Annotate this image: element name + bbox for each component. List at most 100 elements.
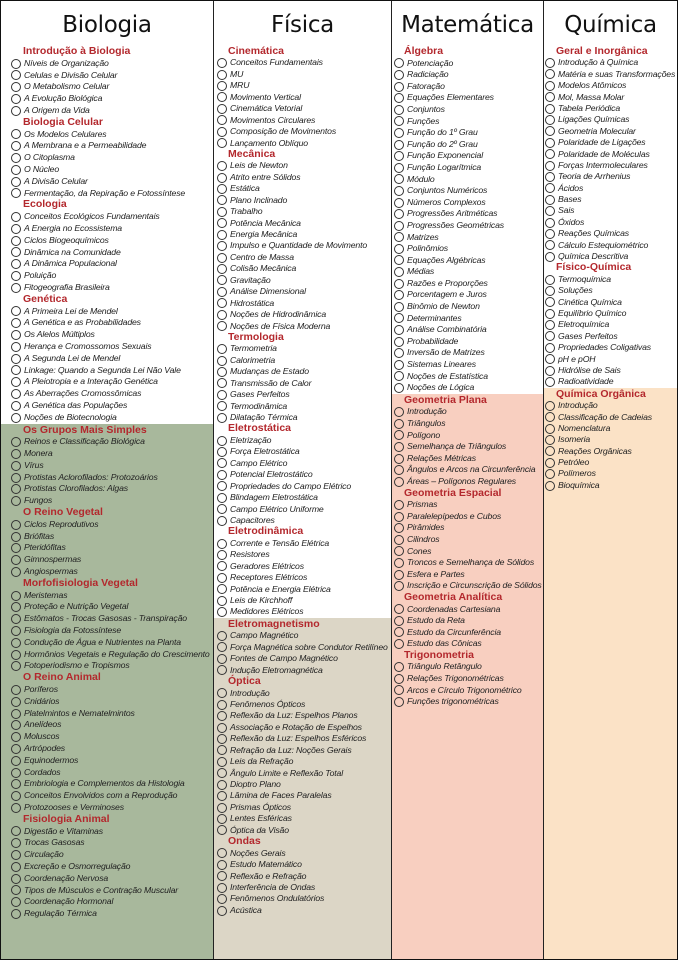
checklist-item[interactable]: Radiciação	[392, 69, 543, 81]
circle-checkbox-icon[interactable]	[11, 129, 21, 140]
circle-checkbox-icon[interactable]	[217, 321, 227, 332]
circle-checkbox-icon[interactable]	[217, 905, 227, 916]
circle-checkbox-icon[interactable]	[545, 103, 555, 114]
checklist-item[interactable]: Campo Magnético	[214, 630, 391, 642]
circle-checkbox-icon[interactable]	[217, 286, 227, 297]
circle-checkbox-icon[interactable]	[545, 92, 555, 103]
circle-checkbox-icon[interactable]	[11, 732, 21, 743]
circle-checkbox-icon[interactable]	[217, 733, 227, 744]
checklist-item[interactable]: Médias	[392, 266, 543, 278]
circle-checkbox-icon[interactable]	[11, 164, 21, 175]
circle-checkbox-icon[interactable]	[217, 115, 227, 126]
checklist-item[interactable]: Digestão e Vitaminas	[1, 826, 213, 838]
circle-checkbox-icon[interactable]	[217, 504, 227, 515]
circle-checkbox-icon[interactable]	[11, 555, 21, 566]
checklist-item[interactable]: Arcos e Círculo Trigonométrico	[392, 685, 543, 697]
checklist-item[interactable]: A Pleiotropia e a Interação Genética	[1, 376, 213, 388]
circle-checkbox-icon[interactable]	[11, 708, 21, 719]
checklist-item[interactable]: Vírus	[1, 460, 213, 472]
circle-checkbox-icon[interactable]	[11, 235, 21, 246]
checklist-item[interactable]: Lâmina de Faces Paralelas	[214, 790, 391, 802]
circle-checkbox-icon[interactable]	[545, 183, 555, 194]
checklist-item[interactable]: Ácidos	[544, 183, 677, 194]
checklist-item[interactable]: A Genética e as Probabilidades	[1, 317, 213, 329]
circle-checkbox-icon[interactable]	[11, 105, 21, 116]
circle-checkbox-icon[interactable]	[217, 791, 227, 802]
circle-checkbox-icon[interactable]	[545, 228, 555, 239]
checklist-item[interactable]: Potência e Energia Elétrica	[214, 584, 391, 595]
checklist-item[interactable]: Determinantes	[392, 313, 543, 325]
circle-checkbox-icon[interactable]	[394, 267, 404, 278]
checklist-item[interactable]: Poluição	[1, 270, 213, 282]
checklist-item[interactable]: Equações Algébricas	[392, 255, 543, 267]
checklist-item[interactable]: Campo Elétrico	[214, 458, 391, 469]
circle-checkbox-icon[interactable]	[217, 435, 227, 446]
circle-checkbox-icon[interactable]	[217, 894, 227, 905]
checklist-item[interactable]: Reações Químicas	[544, 228, 677, 239]
checklist-item[interactable]: Termometria	[214, 343, 391, 355]
circle-checkbox-icon[interactable]	[394, 499, 404, 510]
checklist-item[interactable]: Força Eletrostática	[214, 446, 391, 458]
circle-checkbox-icon[interactable]	[11, 637, 21, 648]
checklist-item[interactable]: Hidrostática	[214, 298, 391, 309]
checklist-item[interactable]: Noções de Biotecnologia	[1, 412, 213, 424]
checklist-item[interactable]: Resistores	[214, 549, 391, 560]
checklist-item[interactable]: Análise Combinatória	[392, 324, 543, 336]
circle-checkbox-icon[interactable]	[394, 627, 404, 638]
checklist-item[interactable]: Noções de Lógica	[392, 382, 543, 394]
circle-checkbox-icon[interactable]	[217, 69, 227, 80]
circle-checkbox-icon[interactable]	[545, 194, 555, 205]
checklist-item[interactable]: Estudo da Reta	[392, 615, 543, 627]
checklist-item[interactable]: Óxidos	[544, 217, 677, 228]
circle-checkbox-icon[interactable]	[11, 838, 21, 849]
checklist-item[interactable]: Mol, Massa Molar	[544, 92, 677, 103]
checklist-item[interactable]: Fenômenos Ondulatórios	[214, 893, 391, 905]
circle-checkbox-icon[interactable]	[394, 243, 404, 254]
circle-checkbox-icon[interactable]	[394, 430, 404, 441]
circle-checkbox-icon[interactable]	[11, 247, 21, 258]
checklist-item[interactable]: Centro de Massa	[214, 252, 391, 263]
circle-checkbox-icon[interactable]	[394, 69, 404, 80]
circle-checkbox-icon[interactable]	[217, 871, 227, 882]
circle-checkbox-icon[interactable]	[394, 325, 404, 336]
checklist-item[interactable]: Dioptro Plano	[214, 779, 391, 790]
circle-checkbox-icon[interactable]	[394, 336, 404, 347]
checklist-item[interactable]: Função do 2º Grau	[392, 139, 543, 151]
circle-checkbox-icon[interactable]	[217, 779, 227, 790]
checklist-item[interactable]: Poríferos	[1, 684, 213, 696]
circle-checkbox-icon[interactable]	[11, 176, 21, 187]
checklist-item[interactable]: Regulação Térmica	[1, 908, 213, 920]
checklist-item[interactable]: Estudo Matemático	[214, 859, 391, 870]
circle-checkbox-icon[interactable]	[394, 81, 404, 92]
checklist-item[interactable]: Cnidários	[1, 696, 213, 708]
checklist-item[interactable]: Transmissão de Calor	[214, 378, 391, 389]
circle-checkbox-icon[interactable]	[545, 240, 555, 251]
circle-checkbox-icon[interactable]	[11, 448, 21, 459]
checklist-item[interactable]: Interferência de Ondas	[214, 882, 391, 893]
circle-checkbox-icon[interactable]	[217, 355, 227, 366]
circle-checkbox-icon[interactable]	[217, 745, 227, 756]
checklist-item[interactable]: Tabela Periódica	[544, 103, 677, 114]
checklist-item[interactable]: Composição de Movimentos	[214, 126, 391, 137]
circle-checkbox-icon[interactable]	[394, 673, 404, 684]
checklist-item[interactable]: Ligações Químicas	[544, 114, 677, 126]
checklist-item[interactable]: Análise Dimensional	[214, 286, 391, 297]
checklist-item[interactable]: Reações Orgânicas	[544, 446, 677, 457]
checklist-item[interactable]: Geometria Molecular	[544, 126, 677, 137]
circle-checkbox-icon[interactable]	[545, 126, 555, 137]
checklist-item[interactable]: Classificação de Cadeias	[544, 412, 677, 423]
checklist-item[interactable]: Polígono	[392, 430, 543, 442]
checklist-item[interactable]: Leis de Kirchhoff	[214, 595, 391, 606]
checklist-item[interactable]: Química Descritiva	[544, 251, 677, 262]
circle-checkbox-icon[interactable]	[11, 259, 21, 270]
circle-checkbox-icon[interactable]	[545, 457, 555, 468]
checklist-item[interactable]: Hidrólise de Sais	[544, 365, 677, 376]
checklist-item[interactable]: Probabilidade	[392, 336, 543, 348]
checklist-item[interactable]: Introdução	[544, 400, 677, 411]
checklist-item[interactable]: Celulas e Divisão Celular	[1, 70, 213, 82]
checklist-item[interactable]: Capacitores	[214, 515, 391, 526]
circle-checkbox-icon[interactable]	[11, 802, 21, 813]
checklist-item[interactable]: Noções de Estatística	[392, 371, 543, 383]
circle-checkbox-icon[interactable]	[545, 69, 555, 80]
circle-checkbox-icon[interactable]	[11, 271, 21, 282]
